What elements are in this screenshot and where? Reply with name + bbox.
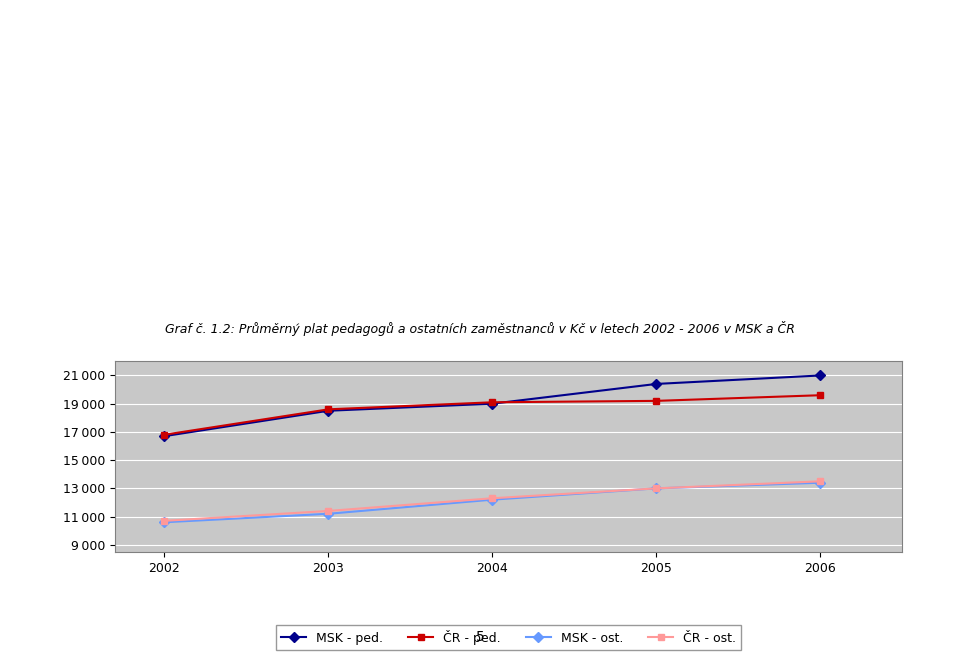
MSK - ped. [487, 399, 498, 407]
ČR - ost. [651, 484, 662, 492]
Line: MSK - ost.: MSK - ost. [161, 479, 824, 526]
ČR - ost. [158, 517, 170, 525]
ČR - ped. [323, 405, 334, 413]
Legend: MSK - ped., ČR - ped., MSK - ost., ČR - ost.: MSK - ped., ČR - ped., MSK - ost., ČR - … [276, 625, 741, 650]
ČR - ped. [158, 431, 170, 439]
ČR - ost. [487, 494, 498, 502]
MSK - ped. [815, 371, 827, 379]
Line: MSK - ped.: MSK - ped. [161, 372, 824, 440]
MSK - ost. [323, 510, 334, 518]
MSK - ped. [158, 432, 170, 440]
ČR - ost. [815, 478, 827, 486]
ČR - ped. [487, 398, 498, 406]
Text: Graf č. 1.2: Průměrný plat pedagogů a ostatních zaměstnanců v Kč v letech 2002 -: Graf č. 1.2: Průměrný plat pedagogů a os… [165, 321, 795, 336]
MSK - ped. [323, 407, 334, 415]
MSK - ped. [651, 380, 662, 388]
MSK - ost. [815, 479, 827, 487]
Line: ČR - ost.: ČR - ost. [161, 478, 824, 524]
MSK - ost. [158, 518, 170, 526]
Line: ČR - ped.: ČR - ped. [161, 392, 824, 438]
MSK - ost. [487, 496, 498, 504]
Text: 5: 5 [475, 630, 485, 644]
ČR - ost. [323, 507, 334, 515]
ČR - ped. [651, 397, 662, 405]
ČR - ped. [815, 392, 827, 399]
MSK - ost. [651, 484, 662, 492]
